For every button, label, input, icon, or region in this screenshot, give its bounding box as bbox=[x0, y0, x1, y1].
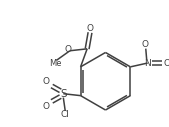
Text: Cl: Cl bbox=[61, 110, 70, 119]
Text: S: S bbox=[60, 89, 67, 99]
Text: O: O bbox=[43, 77, 50, 86]
Text: Me: Me bbox=[49, 59, 62, 68]
Text: O: O bbox=[87, 24, 93, 33]
Text: O: O bbox=[43, 102, 50, 111]
Text: N: N bbox=[144, 59, 151, 68]
Text: O: O bbox=[141, 40, 148, 49]
Text: O: O bbox=[64, 45, 71, 54]
Text: O: O bbox=[163, 59, 169, 68]
